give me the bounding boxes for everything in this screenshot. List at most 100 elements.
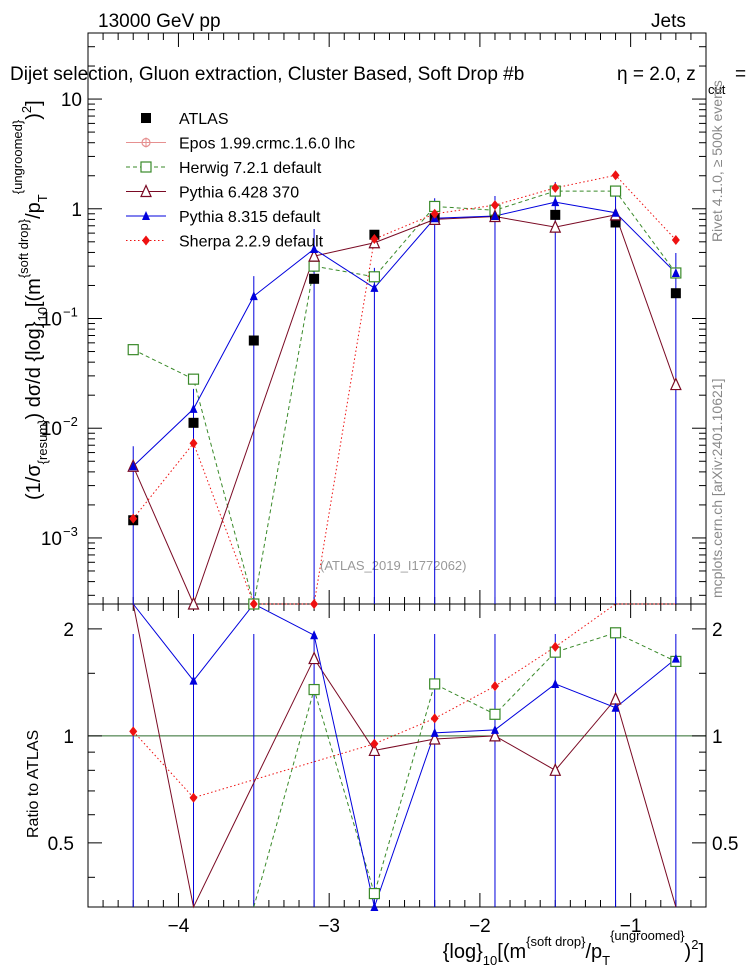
series-line [132,201,677,467]
data-point [551,197,560,207]
data-point [129,461,138,471]
data-point [611,207,620,217]
data-point [189,403,198,413]
y-tick-exponent: −2 [63,414,78,429]
ratio-point [129,726,138,737]
ratio-y-tick-label: 1 [63,727,74,748]
data-point [370,234,379,245]
y-axis-label-part: /p [23,202,45,219]
data-point [671,267,680,277]
data-point [308,248,321,262]
title-sub: cut [708,82,726,97]
process-label: Jets [651,11,686,32]
series-line [132,190,677,605]
data-point [370,282,379,292]
data-point [490,210,499,220]
ratio-point [611,702,620,712]
legend-marker [142,211,150,220]
ratio-point [490,724,499,734]
x-axis-label-part: 10 [483,953,497,968]
legend-marker [141,137,151,148]
y-tick-label: 10 [61,90,82,111]
watermark: (ATLAS_2019_I1772062) [320,558,466,573]
x-axis-label-part: {soft drop} [526,934,586,949]
x-tick-label: −3 [318,916,340,937]
data-point [308,260,320,272]
ratio-series-line [132,603,676,799]
y-axis-label-part: ] [23,100,45,106]
ratio-point [609,691,622,705]
y-axis-label: (1/σ{resum}) dσ/d {log}10[(m{soft drop}/… [10,100,50,500]
x-axis-label-part: T [602,953,610,968]
plot-title: Dijet selection, Gluon extraction, Clust… [10,64,524,85]
ratio-point [370,902,379,911]
y-axis-label-part: (1/σ [23,464,45,500]
ratio-point [609,627,622,639]
legend-label: Sherpa 2.2.9 default [179,234,324,251]
axis-labels: {log}10[(m{soft drop}/pT{ungroomed})2](1… [10,100,704,968]
data-point [248,335,259,346]
data-point [610,217,621,228]
y-axis-label-part: {resum} [35,419,50,464]
x-axis-label-part: ] [698,941,704,963]
x-axis-label-part: 2 [691,937,698,952]
y-axis-label-part: ) [23,113,45,120]
ratio-point [489,708,501,720]
x-tick-label: −4 [168,916,190,937]
side-label-top: Rivet 4.1.0, ≥ 500k events [709,80,725,242]
data-point [127,344,139,356]
ratio-point [489,728,501,742]
legend-label: Herwig 7.2.1 default [179,160,322,177]
legend-marker [142,235,150,246]
legend: ATLAS Epos 1.99.crmc.1.6.0 lhc Herwig 7.2.… [126,111,355,251]
side-label-bottom: mcplots.cern.ch [arXiv:2401.10621] [709,379,725,598]
energy-label: 13000 GeV pp [98,11,221,32]
ratio-point [430,727,439,737]
x-axis-label-part: ) [685,941,692,963]
ratio-point [490,681,499,692]
legend-marker [141,113,151,123]
ratio-series-line [132,603,677,909]
data-point [309,273,320,284]
ratio-y-tick-label: 0.5 [48,834,74,855]
legend-label: Pythia 8.315 default [179,209,321,226]
data-point [611,170,620,181]
data-point [430,208,439,219]
legend-label: ATLAS [179,111,229,128]
data-point [249,599,258,609]
data-point [550,209,561,220]
series-lines [132,174,677,909]
x-tick-label: −2 [469,916,491,937]
x-axis-label-part: [(m [497,941,526,963]
ratio-frame [87,603,707,908]
legend-marker [140,161,152,173]
data-point [368,271,380,283]
x-axis-label-part: /p [585,941,602,963]
error-bars [132,182,677,907]
y-axis-label-part: ) dσ/d {log} [23,321,45,419]
title-right: η = 2.0, z [617,64,696,85]
ratio-series-line [253,632,677,908]
y-axis-label-part: {ungroomed} [10,119,25,194]
ratio-point [308,683,320,696]
series-markers [127,170,682,911]
data-point [187,373,200,385]
y-axis-label-part: T [35,194,50,202]
legend-label: Epos 1.99.crmc.1.6.0 lhc [179,136,355,153]
ratio-y-tick-label-right: 1 [712,727,723,748]
y-axis-label-part: 2 [19,106,34,113]
ratio-point [671,653,680,663]
ratio-point [310,630,319,640]
data-point [551,182,560,193]
ratio-point [370,738,379,749]
ratio-series-line [132,603,677,909]
y-tick-label: 1 [71,200,82,221]
data-point [249,291,258,301]
ratio-point [189,675,198,685]
data-point [310,599,319,609]
y-axis-label-part: {soft drop} [16,218,31,278]
data-point [189,438,198,449]
ratio-point [429,678,441,690]
